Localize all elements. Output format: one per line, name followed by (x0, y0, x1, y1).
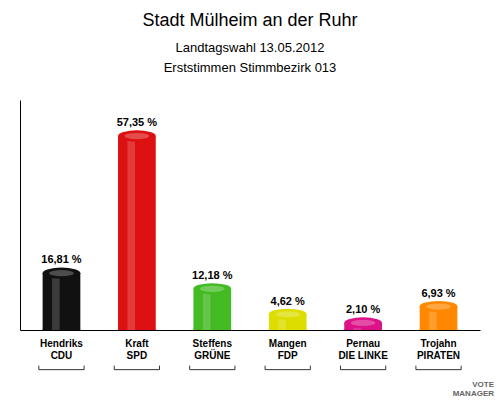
bars (43, 130, 458, 330)
cylinder-top-highlight (351, 320, 376, 326)
subtitle: Erststimmen Stimmbezirk 013 (164, 60, 337, 75)
x-tick: MangenFDP (269, 330, 307, 361)
data-label: 6,93 % (421, 287, 455, 299)
x-axis: HendriksCDU KraftSPD SteffensGRÜNE MangenFD… (21, 330, 481, 361)
cylinder-top (118, 130, 156, 141)
bracket (340, 366, 385, 370)
bar-sheen (127, 136, 135, 330)
cylinder-top (193, 283, 231, 294)
x-tick: TrojahnPIRATEN (417, 330, 460, 361)
y-axis-line (20, 101, 21, 331)
brackets (39, 366, 461, 370)
data-label: 16,81 % (41, 253, 82, 265)
cylinder (193, 283, 231, 330)
bar (118, 136, 156, 330)
cylinder-top-highlight (200, 286, 225, 292)
x-tick: PernauDIE LINKE (338, 330, 388, 361)
cylinder-top-highlight (275, 311, 300, 317)
x-tick: SteffensGRÜNE (193, 330, 233, 361)
cylinder-top-highlight (125, 133, 150, 139)
cylinder (344, 317, 382, 330)
cylinder (269, 309, 307, 330)
x-tick-label: MangenFDP (269, 338, 307, 361)
x-tick-label: HendriksCDU (40, 338, 83, 361)
bracket (416, 366, 461, 370)
cylinder-top-highlight (426, 303, 451, 309)
data-label: 12,18 % (192, 269, 233, 281)
cylinder-top (344, 317, 382, 328)
cylinder-top (43, 267, 81, 278)
x-axis-line (21, 330, 481, 331)
cylinder-top (420, 301, 458, 312)
x-tick-label: TrojahnPIRATEN (417, 338, 460, 361)
chart: Stadt Mülheim an der Ruhr Landtagswahl 13… (0, 0, 500, 400)
cylinder (118, 130, 156, 330)
bracket (190, 366, 235, 370)
bracket (114, 366, 159, 370)
bar-sheen (52, 273, 60, 330)
data-label: 57,35 % (117, 116, 158, 128)
x-tick-label: KraftSPD (125, 338, 149, 361)
annotation: VOTEMANAGER (453, 380, 495, 398)
y-axis (20, 101, 21, 331)
subtitle: Landtagswahl 13.05.2012 (176, 40, 325, 55)
x-tick-label: SteffensGRÜNE (193, 338, 233, 361)
bar (193, 289, 231, 330)
data-labels: 16,81 % 57,35 % 12,18 % 4,62 % 2,10 % 6,93 % (41, 116, 456, 315)
x-tick: HendriksCDU (40, 330, 83, 361)
cylinder-top (269, 309, 307, 320)
x-tick: KraftSPD (125, 330, 149, 361)
data-label: 4,62 % (271, 295, 305, 307)
cylinder-top-highlight (49, 270, 74, 276)
bracket (39, 366, 84, 370)
bracket (265, 366, 310, 370)
x-tick-label: PernauDIE LINKE (338, 338, 388, 361)
bar-sheen (203, 289, 211, 330)
title: Stadt Mülheim an der Ruhr (142, 10, 357, 30)
data-label: 2,10 % (346, 303, 380, 315)
cylinder (43, 267, 81, 330)
cylinder (420, 301, 458, 330)
bar (43, 273, 81, 330)
